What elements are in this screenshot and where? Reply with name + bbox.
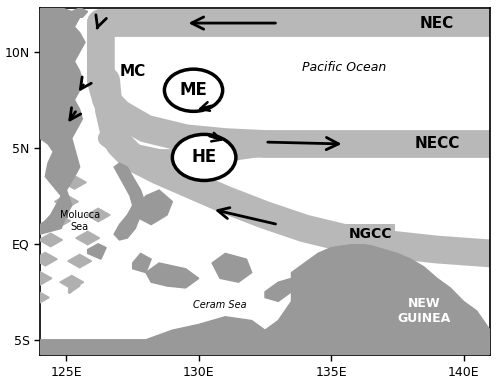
Polygon shape (62, 176, 86, 189)
Polygon shape (54, 195, 78, 208)
Polygon shape (38, 233, 62, 247)
Text: HE: HE (192, 149, 216, 166)
Polygon shape (72, 8, 88, 17)
Polygon shape (86, 208, 110, 222)
Polygon shape (60, 276, 84, 289)
Text: ME: ME (180, 81, 208, 99)
Text: NEW
GUINEA: NEW GUINEA (397, 297, 450, 325)
Polygon shape (132, 190, 172, 225)
Polygon shape (34, 252, 57, 266)
Text: MC: MC (120, 64, 146, 79)
Polygon shape (40, 244, 490, 355)
Polygon shape (114, 163, 146, 240)
Text: NEC: NEC (420, 15, 454, 30)
Circle shape (164, 69, 222, 112)
Text: NGCC: NGCC (349, 227, 393, 241)
Polygon shape (76, 231, 100, 245)
Polygon shape (265, 278, 291, 301)
Polygon shape (146, 263, 199, 288)
Polygon shape (212, 253, 252, 282)
Text: Ceram Sea: Ceram Sea (193, 300, 247, 310)
Text: Pacific Ocean: Pacific Ocean (302, 61, 386, 74)
Text: NECC: NECC (414, 137, 460, 151)
Polygon shape (88, 244, 106, 259)
Polygon shape (132, 253, 151, 273)
Polygon shape (46, 214, 70, 227)
Text: Molucca
Sea: Molucca Sea (60, 210, 100, 232)
Polygon shape (68, 254, 92, 268)
Polygon shape (28, 272, 52, 285)
Polygon shape (26, 291, 50, 304)
Polygon shape (40, 8, 85, 234)
Circle shape (172, 134, 236, 181)
